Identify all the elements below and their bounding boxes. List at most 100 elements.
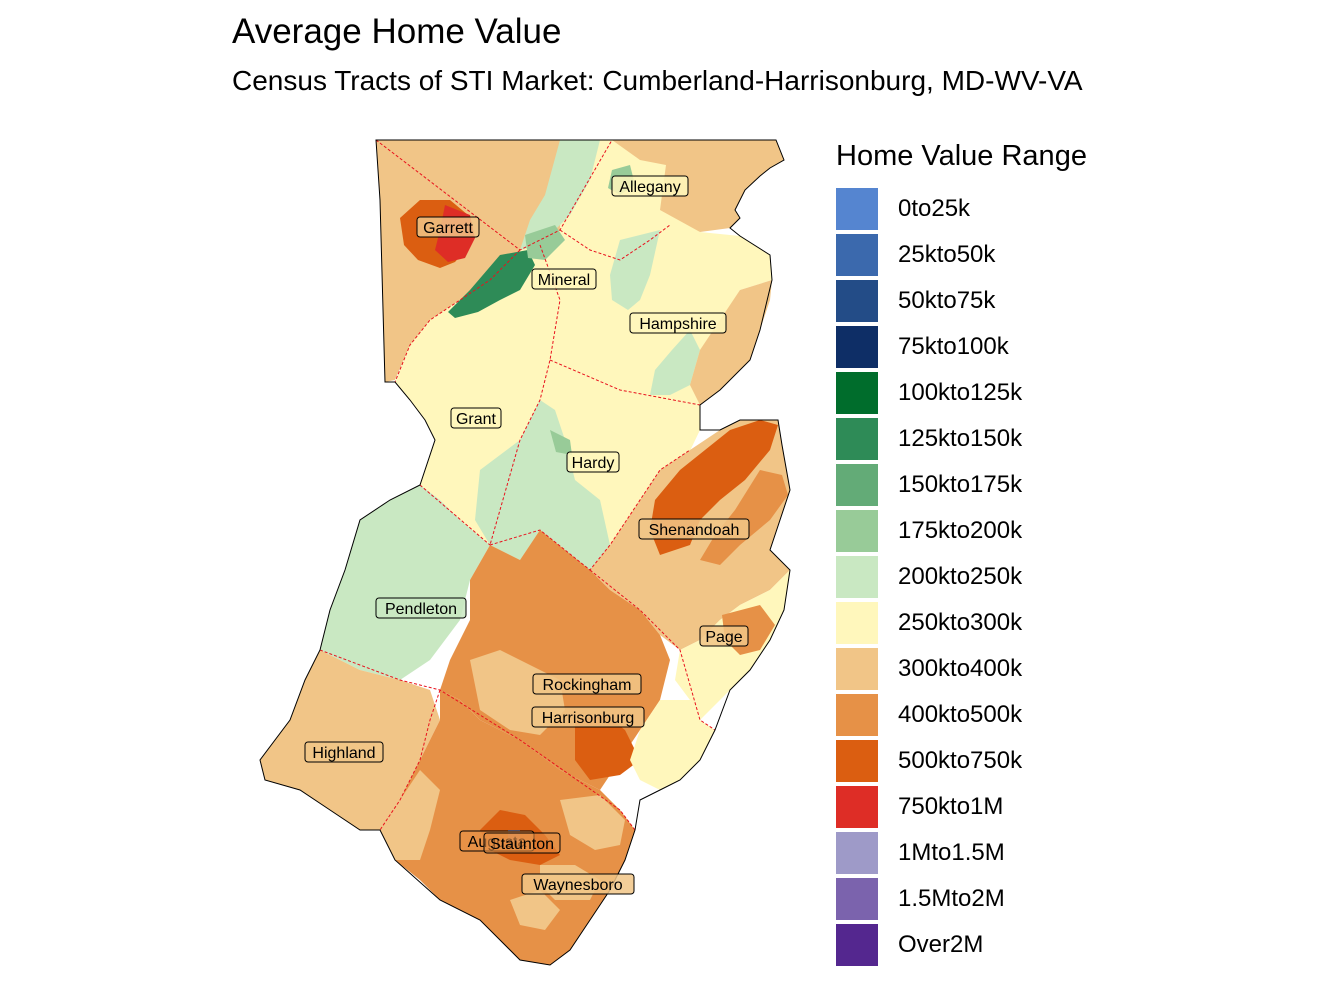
legend-swatch xyxy=(836,234,878,276)
legend-item: 250kto300k xyxy=(836,600,1087,646)
svg-text:Page: Page xyxy=(705,629,742,646)
label-garrett: Garrett xyxy=(416,216,480,238)
region-maryland-north xyxy=(376,140,784,382)
legend-label: 100kto125k xyxy=(898,379,1023,406)
region-highland xyxy=(260,650,440,830)
legend-swatch xyxy=(836,556,878,598)
legend-label: 500kto750k xyxy=(898,747,1023,774)
label-hampshire: Hampshire xyxy=(629,312,727,334)
legend-swatch xyxy=(836,648,878,690)
region-shenandoah-mid xyxy=(700,470,788,565)
legend-item: 100kto125k xyxy=(836,370,1087,416)
legend-swatch xyxy=(836,326,878,368)
label-mineral: Mineral xyxy=(531,268,597,290)
region-wv-hardy-green xyxy=(475,400,610,570)
legend-item: 0to25k xyxy=(836,186,1087,232)
legend-label: 50kto75k xyxy=(898,287,996,314)
legend-item: 125kto150k xyxy=(836,416,1087,462)
region-augusta-light-3 xyxy=(510,890,560,930)
region-harrisonburg xyxy=(575,715,640,780)
svg-text:Garrett: Garrett xyxy=(423,220,473,237)
legend-swatch xyxy=(836,832,878,874)
svg-text:Pendleton: Pendleton xyxy=(385,601,457,618)
svg-text:Allegany: Allegany xyxy=(619,179,680,196)
region-augusta-light-1 xyxy=(380,770,440,860)
legend-swatch xyxy=(836,280,878,322)
label-waynesboro: Waynesboro xyxy=(521,873,635,895)
region-mineral-green-dark xyxy=(448,250,535,318)
svg-text:Hardy: Hardy xyxy=(572,455,615,472)
region-wv-light-green-1 xyxy=(520,140,600,250)
region-augusta-light-2 xyxy=(560,795,625,850)
region-page-south xyxy=(630,700,715,790)
legend-swatch xyxy=(836,878,878,920)
legend: Home Value Range 0to25k 25kto50k 50kto75k 7… xyxy=(836,138,1087,968)
county-labels: Allegany Garrett Mineral Hampshire Grant… xyxy=(304,175,750,895)
choropleth-map: Allegany Garrett Mineral Hampshire Grant… xyxy=(259,139,791,966)
region-wv-light-green-3 xyxy=(650,330,700,395)
legend-label: 300kto400k xyxy=(898,655,1023,682)
region-wv-light-green-2 xyxy=(610,230,660,310)
region-pendleton xyxy=(320,485,490,680)
label-grant: Grant xyxy=(450,407,502,429)
region-hardy-dark-green xyxy=(550,430,572,455)
legend-item: 400kto500k xyxy=(836,692,1087,738)
label-highland: Highland xyxy=(304,741,384,763)
legend-label: 75kto100k xyxy=(898,333,1009,360)
legend-swatch xyxy=(836,418,878,460)
legend-item: 500kto750k xyxy=(836,738,1087,784)
legend-label: 1.5Mto2M xyxy=(898,885,1005,912)
label-hardy: Hardy xyxy=(566,451,620,473)
market-outline xyxy=(259,139,791,966)
legend-label: 400kto500k xyxy=(898,701,1023,728)
legend-item: 150kto175k xyxy=(836,462,1087,508)
legend-item: 175kto200k xyxy=(836,508,1087,554)
legend-swatch xyxy=(836,188,878,230)
legend-swatch xyxy=(836,740,878,782)
map-subtitle: Census Tracts of STI Market: Cumberland-… xyxy=(232,65,1083,96)
svg-text:Hampshire: Hampshire xyxy=(639,316,716,333)
svg-text:Harrisonburg: Harrisonburg xyxy=(542,710,634,727)
legend-swatch xyxy=(836,786,878,828)
legend-swatch xyxy=(836,372,878,414)
legend-item: 200kto250k xyxy=(836,554,1087,600)
legend-title: Home Value Range xyxy=(836,140,1087,172)
legend-label: 250kto300k xyxy=(898,609,1023,636)
legend-swatch xyxy=(836,464,878,506)
label-rockingham: Rockingham xyxy=(532,673,642,695)
svg-text:Shenandoah: Shenandoah xyxy=(649,522,740,539)
svg-text:Grant: Grant xyxy=(456,411,497,428)
region-mineral-green-light xyxy=(525,225,565,260)
region-wv-east xyxy=(395,140,772,570)
legend-item: 75kto100k xyxy=(836,324,1087,370)
legend-label: 125kto150k xyxy=(898,425,1023,452)
label-harrisonburg: Harrisonburg xyxy=(531,706,645,728)
label-allegany: Allegany xyxy=(611,175,689,197)
legend-swatch xyxy=(836,694,878,736)
legend-item: 750kto1M xyxy=(836,784,1087,830)
svg-text:Highland: Highland xyxy=(312,745,375,762)
legend-swatch xyxy=(836,602,878,644)
legend-item: 1.5Mto2M xyxy=(836,876,1087,922)
label-shenandoah: Shenandoah xyxy=(638,518,750,540)
map-title: Average Home Value xyxy=(232,12,562,51)
svg-text:Waynesboro: Waynesboro xyxy=(533,877,622,894)
label-pendleton: Pendleton xyxy=(375,597,467,619)
legend-item: 50kto75k xyxy=(836,278,1087,324)
label-page: Page xyxy=(699,625,749,647)
region-hampshire-east xyxy=(690,280,772,405)
legend-label: 750kto1M xyxy=(898,793,1004,820)
legend-label: Over2M xyxy=(898,931,984,958)
legend-item: 1Mto1.5M xyxy=(836,830,1087,876)
legend-label: 0to25k xyxy=(898,195,971,222)
svg-text:Staunton: Staunton xyxy=(490,836,554,853)
legend-label: 200kto250k xyxy=(898,563,1023,590)
svg-text:Mineral: Mineral xyxy=(538,272,590,289)
label-staunton: Staunton xyxy=(483,832,561,854)
legend-items: 0to25k 25kto50k 50kto75k 75kto100k 100kto125… xyxy=(836,186,1087,968)
legend-label: 25kto50k xyxy=(898,241,996,268)
legend-item: 25kto50k xyxy=(836,232,1087,278)
legend-swatch xyxy=(836,510,878,552)
legend-label: 175kto200k xyxy=(898,517,1023,544)
legend-swatch xyxy=(836,924,878,966)
